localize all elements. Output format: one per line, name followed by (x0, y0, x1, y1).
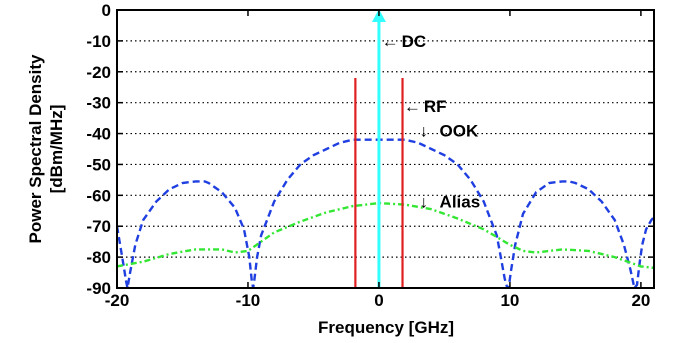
y-tick-label: -30 (86, 94, 111, 113)
plot-frame (116, 9, 655, 289)
ook-annotation-arrow: ↓ (420, 121, 429, 140)
y-tick-label: -80 (86, 248, 111, 267)
series-layer (117, 10, 654, 288)
y-axis-title-line1: Power Spectral Density (26, 54, 45, 244)
annotations: ← DC← RF↓ OOK↓ Alias (382, 32, 481, 212)
ook-annotation-label: OOK (440, 121, 479, 140)
y-axis-title-line2: [dBm/MHz] (47, 105, 66, 194)
alias-series-line (117, 201, 654, 270)
y-tick-label: -40 (86, 125, 111, 144)
x-axis-title: Frequency [GHz] (318, 318, 454, 337)
rf-annotation-label: RF (424, 97, 447, 116)
axis-ticks: 0-10-20-30-40-50-60-70-80-90-20 -10 0 10 20 (86, 1, 654, 310)
y-tick-label: -70 (86, 217, 111, 236)
x-tick-label: -10 (236, 291, 261, 310)
x-tick-label: 10 (500, 291, 519, 310)
plot-area (117, 10, 654, 288)
y-tick-label: -90 (86, 279, 111, 298)
x-tick-label: -20 (105, 291, 130, 310)
alias-annotation-label: Alias (440, 193, 481, 212)
y-tick-label: -50 (86, 155, 111, 174)
y-tick-label: -20 (86, 63, 111, 82)
y-tick-label: 0 (102, 1, 111, 20)
x-tick-label: 0 (374, 291, 383, 310)
y-tick-label: -10 (86, 32, 111, 51)
dc-annotation-label: DC (402, 32, 427, 51)
x-tick-label: 20 (631, 291, 650, 310)
alias-annotation-arrow: ↓ (420, 193, 429, 212)
ook-series-line (117, 138, 654, 288)
y-tick-label: -60 (86, 186, 111, 205)
rf-annotation-arrow: ← (404, 97, 421, 116)
dc-annotation-arrow: ← (382, 32, 399, 51)
